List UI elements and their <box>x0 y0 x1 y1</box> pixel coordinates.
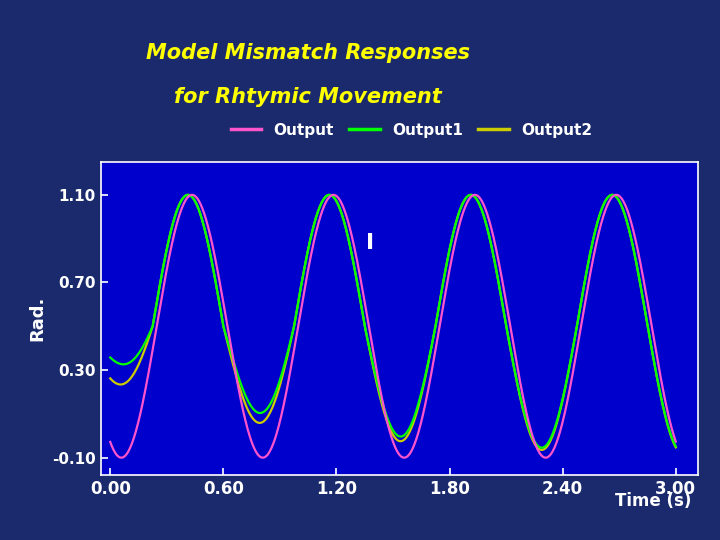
Legend: Output, Output1, Output2: Output, Output1, Output2 <box>225 117 598 144</box>
Y-axis label: Rad.: Rad. <box>29 296 47 341</box>
Text: Time (s): Time (s) <box>615 492 691 510</box>
Text: for Rhtymic Movement: for Rhtymic Movement <box>174 87 441 107</box>
Text: I: I <box>366 233 374 253</box>
Text: Model Mismatch Responses: Model Mismatch Responses <box>145 43 469 63</box>
